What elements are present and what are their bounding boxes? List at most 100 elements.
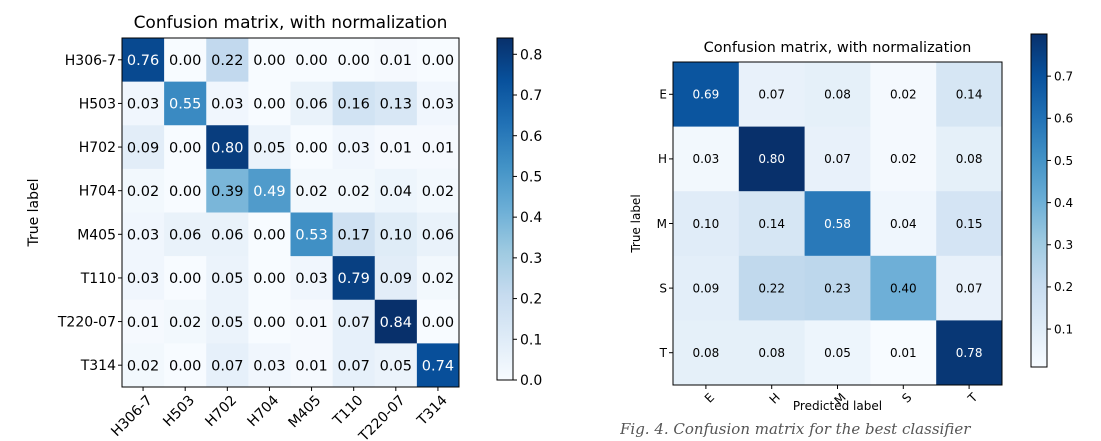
heatmap-cell <box>332 125 376 170</box>
cell-value-label: 0.06 <box>211 228 243 244</box>
cell-value-label: 0.04 <box>890 217 917 231</box>
cell-value-label: 0.00 <box>253 228 285 244</box>
heatmap-cell <box>206 212 249 257</box>
heatmap-cell <box>374 38 418 83</box>
heatmap-cell <box>290 38 334 83</box>
heatmap-cell <box>738 191 805 257</box>
heatmap-cell <box>164 212 207 257</box>
heatmap-cell <box>936 191 1003 257</box>
cell-value-label: 0.00 <box>169 184 201 200</box>
heatmap-cell <box>122 81 165 126</box>
cell-value-label: 0.03 <box>422 97 454 113</box>
cell-value-label: 0.05 <box>380 358 412 374</box>
cell-value-label: 0.02 <box>422 271 454 287</box>
cell-value-label: 0.55 <box>169 97 201 113</box>
cell-value-label: 0.79 <box>338 271 370 287</box>
heatmap-cell <box>248 125 291 170</box>
colorbar-tick-label: 0.1 <box>520 332 542 348</box>
y-tick-label: H <box>658 152 667 166</box>
cell-value-label: 0.74 <box>422 358 454 374</box>
colorbar-tick-label: 0.3 <box>520 251 542 267</box>
heatmap-cell <box>332 256 376 301</box>
cell-value-label: 0.01 <box>890 346 917 360</box>
colorbar-tick-label: 0.5 <box>520 169 542 185</box>
cell-value-label: 0.00 <box>169 140 201 156</box>
cell-value-label: 0.03 <box>338 140 370 156</box>
colorbar-tick-label: 0.4 <box>1054 196 1073 210</box>
heatmap-cell <box>738 255 805 321</box>
x-tick-label: H306-7 <box>108 392 156 440</box>
y-tick-label: S <box>659 281 667 295</box>
heatmap-cell <box>936 320 1003 386</box>
cell-value-label: 0.03 <box>211 97 243 113</box>
heatmap-cell <box>804 62 871 127</box>
heatmap-cell <box>248 299 291 344</box>
cell-value-label: 0.01 <box>380 53 412 69</box>
heatmap-cell <box>416 125 460 170</box>
heatmap-cell <box>290 81 334 126</box>
x-tick-label: M405 <box>286 392 325 431</box>
heatmap-cell <box>870 62 937 127</box>
heatmap-cell <box>870 255 937 321</box>
heatmap-cell <box>164 81 207 126</box>
heatmap-cell <box>122 256 165 301</box>
cell-value-label: 0.01 <box>422 140 454 156</box>
cell-value-label: 0.02 <box>890 152 917 166</box>
heatmap-cell <box>374 212 418 257</box>
heatmap-cell <box>248 81 291 126</box>
heatmap-cell <box>248 168 291 213</box>
heatmap-cell <box>870 320 937 386</box>
cell-value-label: 0.00 <box>169 53 201 69</box>
cell-value-label: 0.02 <box>295 184 327 200</box>
x-tick-label: E <box>702 390 717 405</box>
heatmap-cell <box>374 81 418 126</box>
cell-value-label: 0.00 <box>253 315 285 331</box>
heatmap-cell <box>164 343 207 388</box>
heatmap-cell <box>122 168 165 213</box>
cell-value-label: 0.02 <box>127 358 159 374</box>
cell-value-label: 0.01 <box>295 358 327 374</box>
cell-value-label: 0.39 <box>211 184 243 200</box>
colorbar-tick-label: 0.6 <box>520 129 542 145</box>
colorbar-tick-label: 0.6 <box>1054 112 1073 126</box>
cell-value-label: 0.07 <box>338 358 370 374</box>
heatmap-cell <box>416 343 460 388</box>
cell-value-label: 0.03 <box>693 152 720 166</box>
cell-value-label: 0.02 <box>127 184 159 200</box>
cell-value-label: 0.00 <box>253 271 285 287</box>
x-axis-label: Predicted label <box>793 399 882 413</box>
chart-title: Confusion matrix, with normalization <box>704 40 972 56</box>
heatmap-cell <box>332 38 376 83</box>
cell-value-label: 0.03 <box>127 97 159 113</box>
heatmap-cell <box>416 38 460 83</box>
heatmap-cell <box>374 343 418 388</box>
heatmap-cell <box>374 168 418 213</box>
heatmap-cell <box>206 299 249 344</box>
cell-value-label: 0.14 <box>956 88 983 102</box>
cell-value-label: 0.07 <box>211 358 243 374</box>
heatmap-cell <box>206 343 249 388</box>
heatmap-cell <box>332 168 376 213</box>
x-tick-label: T <box>965 390 981 406</box>
cell-value-label: 0.05 <box>824 346 851 360</box>
heatmap-cell <box>122 299 165 344</box>
heatmap-cell <box>248 343 291 388</box>
colorbar-tick-label: 0.2 <box>520 292 542 308</box>
cell-value-label: 0.03 <box>295 271 327 287</box>
heatmap-cell <box>332 299 376 344</box>
heatmap-cell <box>416 212 460 257</box>
heatmap-cell <box>416 299 460 344</box>
heatmap-cell <box>206 38 249 83</box>
cell-value-label: 0.06 <box>295 97 327 113</box>
cell-value-label: 0.69 <box>693 88 720 102</box>
y-tick-label: E <box>659 88 667 102</box>
cell-value-label: 0.03 <box>253 358 285 374</box>
heatmap-cell <box>673 126 740 192</box>
colorbar-tick-label: 0.2 <box>1054 280 1073 294</box>
heatmap-cell <box>804 191 871 257</box>
cell-value-label: 0.07 <box>758 88 785 102</box>
cell-value-label: 0.07 <box>956 281 983 295</box>
cell-value-label: 0.02 <box>169 315 201 331</box>
cell-value-label: 0.00 <box>295 53 327 69</box>
y-tick-label: H503 <box>79 96 116 112</box>
